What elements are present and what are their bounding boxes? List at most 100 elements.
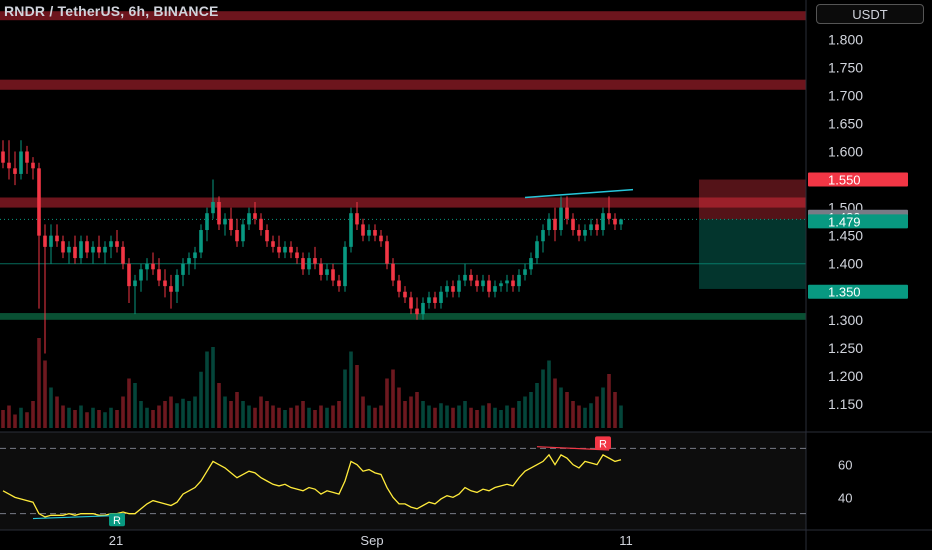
volume-bar: [67, 407, 71, 428]
candle-body: [463, 274, 467, 281]
volume-bar: [457, 405, 461, 428]
candle-body: [43, 235, 47, 247]
volume-bar: [523, 396, 527, 428]
volume-bar: [313, 410, 317, 428]
volume-bar: [235, 392, 239, 428]
volume-bar: [145, 407, 149, 428]
candle-body: [313, 258, 317, 264]
volume-bar: [601, 387, 605, 428]
candle-body: [421, 302, 425, 315]
volume-bar: [553, 378, 557, 428]
support-zone-3: [0, 313, 806, 320]
candle-body: [589, 224, 593, 231]
candle-body: [223, 218, 227, 225]
candle-body: [85, 241, 89, 253]
volume-bar: [241, 401, 245, 428]
volume-bar: [277, 407, 281, 428]
divergence-label: R: [113, 515, 121, 527]
volume-bar: [49, 387, 53, 428]
volume-bar: [1, 410, 5, 428]
volume-bar: [19, 407, 23, 428]
volume-bar: [247, 405, 251, 428]
volume-bar: [331, 405, 335, 428]
volume-bar: [505, 405, 509, 428]
candle-body: [301, 258, 305, 270]
price-axis-background: [806, 0, 932, 550]
volume-bar: [589, 403, 593, 428]
candle-body: [67, 246, 71, 253]
candle-body: [115, 241, 119, 247]
volume-bar: [517, 401, 521, 428]
volume-bar: [121, 396, 125, 428]
candle-body: [373, 230, 377, 236]
volume-bar: [55, 396, 59, 428]
candle-body: [481, 280, 485, 287]
candle-body: [169, 286, 173, 292]
candle-body: [325, 269, 329, 275]
candle-body: [523, 269, 527, 275]
candle-body: [163, 280, 167, 287]
candle-body: [49, 235, 53, 247]
volume-bar: [37, 338, 41, 428]
candle-body: [151, 263, 155, 270]
resistance-zone-0: [0, 11, 806, 21]
candle-body: [409, 297, 413, 309]
bullish-divergence-line: [32, 514, 124, 520]
candle-body: [499, 283, 503, 287]
candle-body: [241, 224, 245, 242]
candle-body: [553, 218, 557, 231]
candle-body: [229, 218, 233, 231]
divergence-badge: [109, 513, 125, 527]
volume-bar: [481, 405, 485, 428]
price-tick-label: 1.600: [828, 143, 863, 159]
price-tick-label: 1.250: [828, 340, 863, 356]
volume-bar: [535, 383, 539, 428]
volume-bar: [451, 407, 455, 428]
candle-body: [379, 235, 383, 242]
candle-body: [61, 241, 65, 253]
volume-bar: [91, 407, 95, 428]
candle-body: [31, 162, 35, 169]
candle-body: [265, 230, 269, 242]
volume-bar: [223, 396, 227, 428]
candle-body: [271, 241, 275, 247]
candle-body: [361, 224, 365, 236]
volume-bar: [541, 369, 545, 428]
candle-body: [571, 218, 575, 231]
candle-body: [259, 218, 263, 231]
trend-line: [524, 188, 634, 199]
volume-bar: [295, 405, 299, 428]
price-tick-label: 1.200: [828, 368, 863, 384]
candle-body: [349, 213, 353, 247]
volume-bar: [265, 401, 269, 428]
price-tick-label: 1.150: [828, 396, 863, 412]
volume-bar: [511, 407, 515, 428]
candle-body: [391, 263, 395, 281]
resistance-zone-1: [0, 79, 806, 90]
volume-bar: [13, 414, 17, 428]
volume-bar: [529, 392, 533, 428]
volume-bar: [199, 371, 203, 428]
volume-bar: [205, 351, 209, 428]
volume-bar: [319, 405, 323, 428]
candle-body: [559, 207, 563, 231]
volume-bar: [289, 407, 293, 428]
volume-bar: [175, 403, 179, 428]
candle-body: [367, 230, 371, 236]
price-tick-label: 1.800: [828, 31, 863, 47]
volume-bar: [307, 407, 311, 428]
volume-bar: [439, 403, 443, 428]
rsi-line: [2, 453, 622, 518]
volume-bar: [373, 407, 377, 428]
volume-bar: [619, 405, 623, 428]
currency-button[interactable]: USDT: [816, 4, 924, 24]
volume-bar: [193, 396, 197, 428]
volume-bar: [217, 383, 221, 428]
candle-body: [205, 213, 209, 231]
volume-bar: [427, 405, 431, 428]
candle-body: [25, 151, 29, 163]
candle-body: [181, 263, 185, 275]
rsi-tick-label: 60: [838, 458, 852, 473]
candle-body: [97, 246, 101, 253]
